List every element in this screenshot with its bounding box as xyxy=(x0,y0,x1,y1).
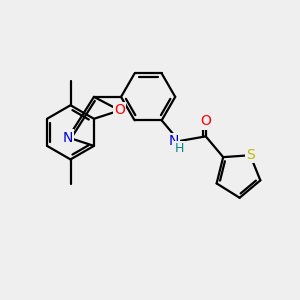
Text: N: N xyxy=(63,130,74,145)
Text: S: S xyxy=(246,148,255,162)
Text: O: O xyxy=(200,115,211,128)
Text: H: H xyxy=(174,142,184,155)
Text: O: O xyxy=(114,103,125,117)
Text: N: N xyxy=(169,134,179,148)
